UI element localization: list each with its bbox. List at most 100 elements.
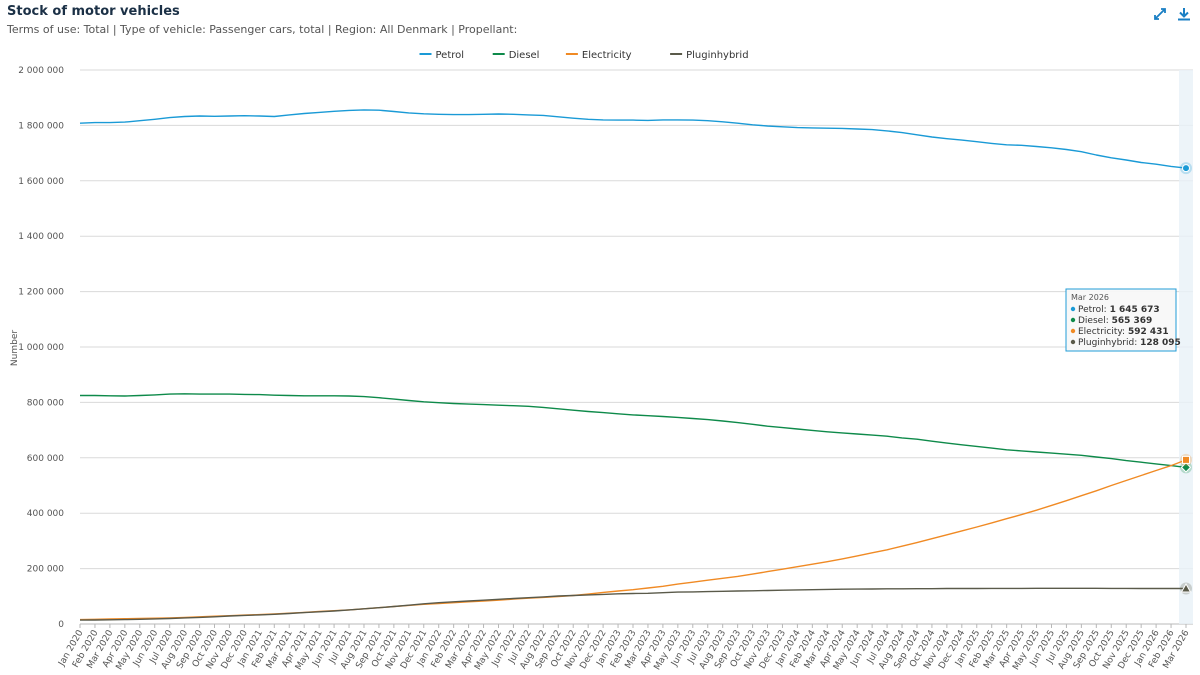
legend-item-diesel[interactable]: Diesel [492, 50, 540, 61]
x-tick-label: Nov 2021 [384, 629, 414, 672]
x-tick-label: Jan 2024 [774, 628, 803, 668]
x-tick-label: Aug 2025 [1057, 629, 1087, 672]
chart-legend: Petrol Diesel Electricity Pluginhybrid [419, 50, 749, 61]
y-tick-label: 1 200 000 [18, 288, 64, 298]
x-tick-label: Feb 2020 [71, 628, 101, 669]
x-tick-label: Jan 2023 [595, 629, 624, 669]
x-tick-label: Dec 2024 [937, 628, 967, 671]
legend-label: Pluginhybrid [686, 50, 748, 61]
series-marker-petrol-halo [1180, 162, 1192, 175]
tooltip-bullet [1070, 317, 1076, 323]
x-tick-label: Jul 2025 [1045, 629, 1072, 667]
x-tick-label: Mar 2020 [85, 628, 115, 670]
y-tick-label: 2 000 000 [18, 66, 64, 76]
hover-band [1179, 70, 1193, 624]
x-tick-label: Dec 2022 [578, 629, 608, 671]
x-tick-label: Mar 2026 [1162, 628, 1192, 670]
series-lines [79, 109, 1192, 621]
expand-arrows-icon[interactable] [1152, 6, 1168, 22]
x-tick-label: Apr 2022 [460, 629, 489, 670]
x-tick-label: Jun 2023 [669, 629, 698, 669]
x-tick-label: Feb 2026 [1147, 628, 1177, 669]
x-tick-label: Sep 2020 [175, 628, 205, 670]
x-tick-label: Mar 2024 [803, 628, 833, 670]
x-tick-label: Oct 2022 [549, 629, 578, 670]
tooltip-box [1065, 288, 1177, 352]
x-tick-label: Jan 2025 [953, 629, 982, 669]
hover-band-rect [1179, 70, 1193, 624]
x-tick-label: Oct 2024 [908, 628, 937, 669]
x-tick-label: Aug 2024 [877, 628, 907, 671]
series-marker-petrol [1182, 164, 1190, 173]
series-marker-electricity [1182, 455, 1190, 464]
x-tick-label: Feb 2025 [968, 628, 998, 669]
legend-item-pluginhybrid[interactable]: Pluginhybrid [670, 50, 749, 61]
y-axis: 0 200 000 400 000 600 000 800 000 1 000 000 1 … [18, 66, 64, 630]
tooltip-row: Diesel: 565 369 [1078, 316, 1152, 326]
x-tick-label: Mar 2025 [982, 629, 1012, 671]
x-tick-label: Jan 2026 [1133, 628, 1162, 668]
y-tick-label: 200 000 [27, 565, 64, 575]
series-line-petrol [79, 109, 1187, 169]
x-tick-label: Nov 2023 [743, 629, 773, 672]
x-tick-label: Sep 2023 [713, 629, 743, 671]
x-tick-label: Jun 2022 [490, 629, 519, 669]
x-tick-label: Feb 2021 [250, 629, 280, 670]
x-tick-label: Apr 2025 [998, 629, 1027, 670]
tooltip-bullet [1070, 339, 1076, 345]
x-tick-label: Jul 2020 [148, 628, 176, 666]
y-tick-label: 1 600 000 [18, 177, 64, 187]
x-tick-label: Feb 2024 [788, 628, 818, 669]
x-tick-label: Mar 2023 [624, 629, 654, 671]
y-tick-label: 0 [58, 620, 64, 630]
grid-lines [80, 69, 1193, 625]
x-tick-label: Sep 2024 [893, 628, 923, 670]
x-tick-label: May 2022 [473, 629, 504, 672]
x-tick-label: Aug 2023 [698, 629, 728, 672]
tooltip-row: Electricity: 592 431 [1078, 327, 1169, 337]
x-tick-label: Nov 2025 [1101, 629, 1131, 672]
x-tick-label: Sep 2025 [1072, 629, 1102, 671]
x-tick-label: Jan 2021 [236, 629, 265, 669]
legend-item-electricity[interactable]: Electricity [565, 50, 632, 61]
x-tick-label: Jan 2022 [415, 629, 444, 669]
tooltip-bullet [1070, 306, 1076, 312]
series-line-pluginhybrid [79, 587, 1186, 621]
x-tick-label: Oct 2023 [729, 629, 758, 670]
x-tick-label: Mar 2022 [444, 629, 474, 671]
x-tick-label: May 2021 [294, 629, 325, 672]
download-icon[interactable] [1176, 6, 1192, 22]
x-tick-label: Mar 2021 [265, 629, 295, 671]
x-tick-label: Nov 2022 [563, 629, 593, 672]
legend-label: Diesel [509, 50, 540, 61]
series-line-electricity [79, 459, 1187, 621]
legend-label: Petrol [436, 50, 465, 61]
y-tick-label: 1 000 000 [18, 343, 64, 353]
legend-item-petrol[interactable]: Petrol [419, 50, 465, 61]
chart-title: Stock of motor vehicles [7, 4, 180, 19]
x-tick-label: Jul 2023 [686, 629, 713, 667]
y-tick-label: 1 400 000 [18, 232, 64, 242]
x-tick-label: Apr 2023 [639, 629, 668, 670]
x-tick-label: Sep 2022 [534, 629, 564, 671]
x-tick-label: Nov 2020 [205, 628, 235, 671]
series-marker-diesel [1180, 462, 1192, 473]
x-tick-label: Feb 2023 [609, 629, 639, 670]
x-tick-label: Dec 2021 [399, 629, 429, 671]
y-axis-label: Number [10, 330, 20, 366]
x-tick-label: Apr 2024 [819, 628, 848, 669]
legend-label: Electricity [582, 50, 632, 61]
tooltip-title: Mar 2026 [1071, 293, 1109, 302]
x-tick-label: May 2020 [115, 628, 146, 672]
x-tick-label: Apr 2020 [101, 628, 130, 669]
x-tick-label: Dec 2020 [220, 628, 250, 671]
x-tick-label: Oct 2020 [191, 628, 220, 669]
tooltip-bullet [1070, 328, 1076, 334]
chart-subtitle: Terms of use: Total | Type of vehicle: P… [7, 23, 518, 36]
series-marker-electricity-halo [1180, 453, 1192, 466]
y-tick-label: 400 000 [27, 509, 64, 519]
x-tick-label: Sep 2021 [354, 629, 384, 671]
x-tick-label: Jul 2021 [327, 629, 354, 667]
